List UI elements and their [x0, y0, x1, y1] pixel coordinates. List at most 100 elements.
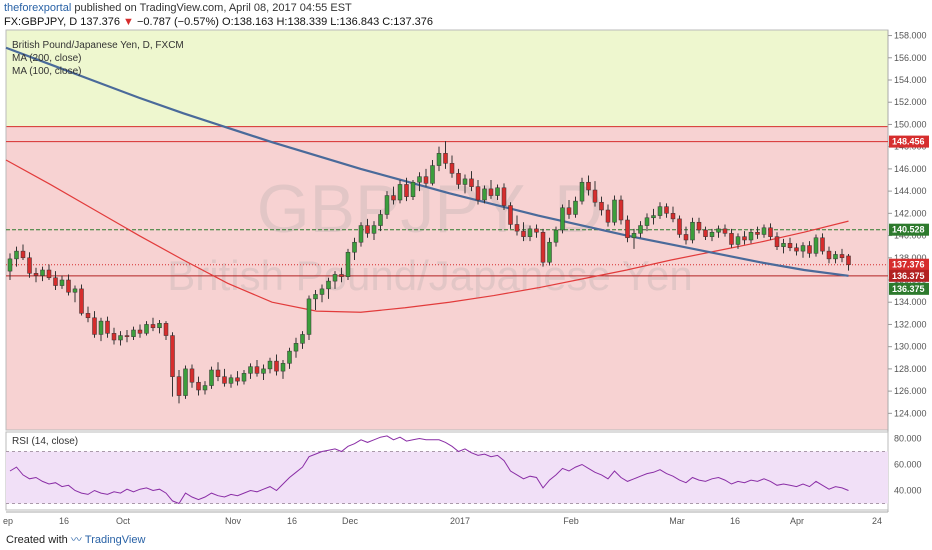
- zone-red: [6, 126, 888, 431]
- candle: [352, 237, 357, 260]
- candle: [495, 184, 500, 200]
- candle-body: [781, 243, 786, 247]
- candle-body: [397, 184, 403, 201]
- candle-body: [196, 381, 201, 391]
- candle-body: [696, 221, 702, 231]
- candle: [807, 241, 812, 258]
- tradingview-icon[interactable]: 〰: [70, 534, 82, 546]
- candle: [742, 231, 747, 245]
- candle: [475, 180, 481, 205]
- candle-body: [72, 288, 78, 293]
- ma200-line: [5, 46, 849, 277]
- x-tick-label: Apr: [790, 516, 804, 526]
- candle: [248, 363, 253, 379]
- candle: [196, 376, 201, 396]
- x-tick-label: Dec: [342, 516, 359, 526]
- candle-body: [436, 153, 442, 166]
- candle-body: [410, 181, 416, 197]
- candle: [222, 368, 227, 387]
- legend-entry: British Pound/Japanese Yen, D, FXCM: [12, 40, 184, 51]
- symbol-prefix: FX:GBPJPY, D 137.376: [4, 16, 120, 28]
- candle-body: [534, 228, 539, 233]
- candle-body: [98, 320, 104, 335]
- candle: [573, 196, 578, 218]
- candle-body: [579, 181, 585, 202]
- publisher-link[interactable]: theforexportal: [4, 2, 72, 14]
- candle: [384, 191, 390, 219]
- candle: [657, 202, 663, 219]
- candle-body: [722, 228, 728, 234]
- candle: [306, 295, 312, 340]
- y-tick-label: 154.000: [894, 75, 927, 85]
- candle-body: [631, 233, 637, 239]
- candle: [170, 332, 175, 397]
- candle-body: [709, 231, 715, 237]
- y-tick-label: 158.000: [894, 31, 927, 41]
- candle: [501, 183, 507, 210]
- candle: [111, 327, 117, 345]
- candle: [781, 238, 786, 254]
- candle: [14, 246, 19, 267]
- rsi-tick-label: 40.000: [894, 486, 922, 496]
- candle-body: [430, 165, 435, 184]
- candle: [202, 381, 208, 395]
- candle: [397, 180, 403, 204]
- candle: [72, 285, 78, 303]
- candle: [410, 180, 416, 200]
- candle-body: [768, 227, 773, 237]
- candle-body: [482, 188, 487, 201]
- candle: [319, 284, 325, 303]
- candle-body: [358, 225, 364, 243]
- candle: [183, 365, 188, 399]
- candle-body: [716, 228, 721, 233]
- created-with-text: Created with: [6, 534, 68, 546]
- candle-body: [839, 254, 845, 259]
- candle: [677, 215, 682, 238]
- candle-body: [261, 368, 266, 374]
- candle-body: [124, 335, 130, 337]
- candle: [703, 226, 708, 240]
- candle-body: [254, 366, 260, 374]
- candle-body: [85, 313, 91, 319]
- candle: [761, 224, 767, 238]
- candle: [358, 222, 364, 247]
- candle-body: [527, 228, 533, 237]
- legend-entry: MA (100, close): [12, 66, 81, 77]
- candle-body: [469, 178, 474, 187]
- candle-body: [267, 360, 273, 370]
- candle: [729, 228, 734, 248]
- candle-body: [365, 225, 370, 234]
- candle-body: [222, 376, 227, 384]
- candle: [339, 267, 344, 283]
- candle: [20, 244, 26, 260]
- candle-body: [137, 329, 143, 334]
- candle: [378, 210, 383, 232]
- candle: [254, 360, 260, 377]
- candle: [423, 168, 429, 187]
- candle-body: [670, 213, 676, 220]
- rsi-title: RSI (14, close): [12, 436, 78, 447]
- candle-body: [618, 199, 624, 221]
- candle-body: [573, 200, 578, 215]
- candle-body: [189, 368, 195, 383]
- candle: [209, 366, 214, 389]
- candle: [261, 364, 266, 380]
- candle-body: [677, 218, 682, 235]
- candle: [7, 253, 13, 280]
- candle: [716, 225, 721, 238]
- candle-body: [170, 335, 175, 377]
- tradingview-brand[interactable]: TradingView: [84, 534, 146, 546]
- candle: [644, 213, 650, 232]
- candle-body: [293, 343, 299, 352]
- level-label-box: [889, 135, 929, 148]
- candle: [638, 221, 643, 238]
- candle: [722, 224, 728, 237]
- candle: [599, 196, 604, 216]
- candle: [313, 290, 318, 310]
- candle: [417, 172, 422, 192]
- candle-body: [20, 250, 26, 259]
- rsi-tick-label: 80.000: [894, 434, 922, 444]
- y-tick-label: 132.000: [894, 319, 927, 329]
- candle-body: [475, 186, 481, 201]
